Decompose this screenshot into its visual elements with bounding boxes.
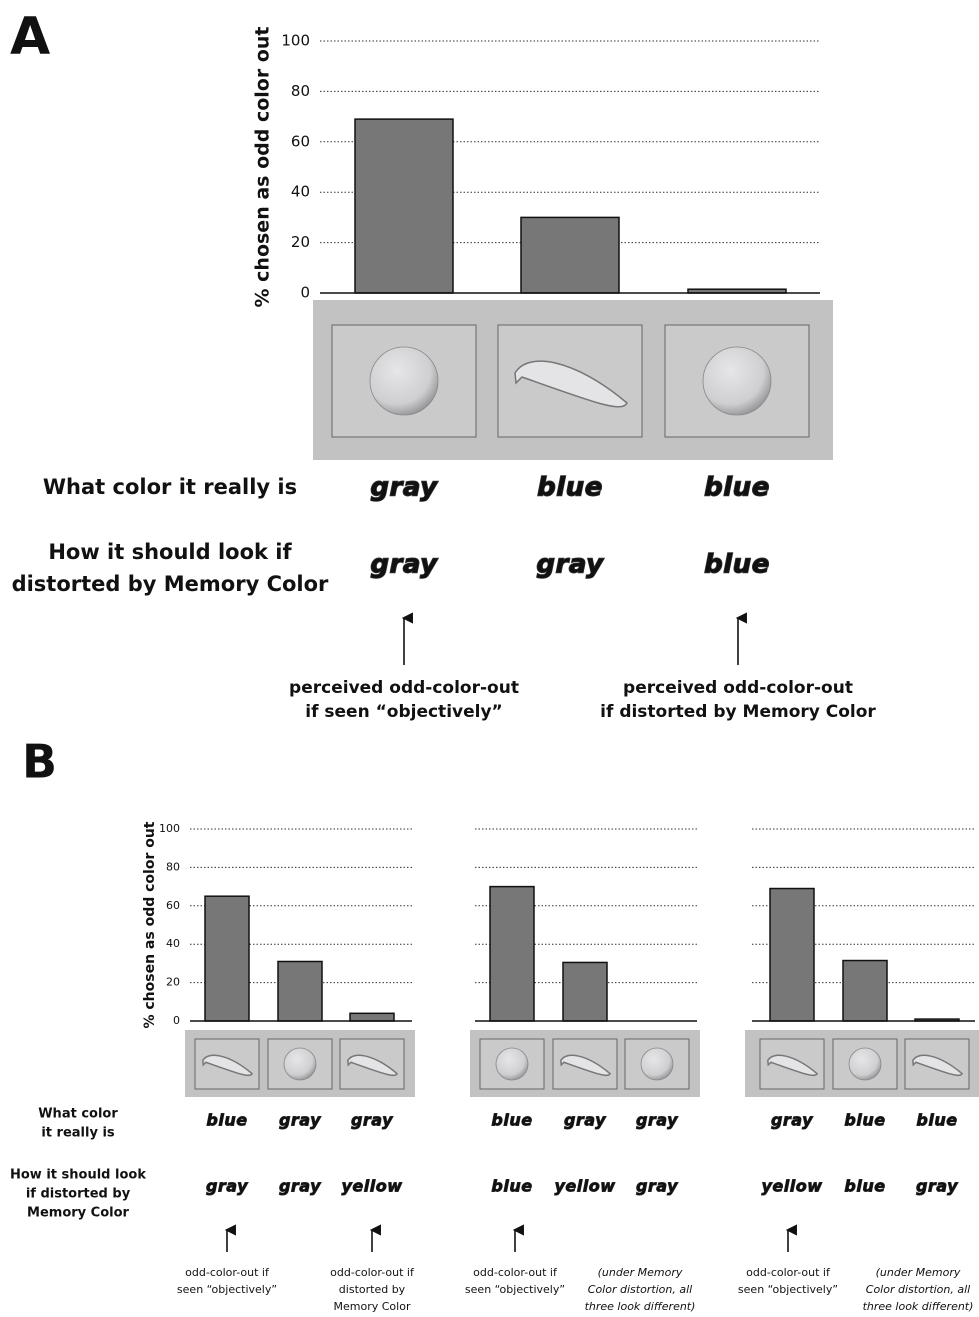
note: three look different) xyxy=(585,1300,696,1313)
sphere xyxy=(849,1048,881,1080)
bar xyxy=(205,896,249,1021)
color-word: blue xyxy=(537,473,603,503)
y-tick-label: 80 xyxy=(291,82,310,100)
sphere xyxy=(370,347,438,415)
y-tick-label: 80 xyxy=(166,860,180,873)
figure: A B 020406080100% chosen as odd color ou… xyxy=(0,0,979,1317)
y-tick-label: 0 xyxy=(300,284,310,302)
color-word: blue xyxy=(704,473,770,503)
note: seen “objectively” xyxy=(738,1283,838,1296)
note: odd-color-out if xyxy=(746,1266,831,1279)
color-word: gray xyxy=(279,1177,321,1196)
note: Memory Color xyxy=(334,1300,411,1313)
y-axis-label: % chosen as odd color out xyxy=(252,27,274,308)
bar xyxy=(563,962,607,1021)
sphere xyxy=(496,1048,528,1080)
row-label: What color xyxy=(38,1107,118,1122)
color-word: gray xyxy=(771,1111,813,1130)
note: odd-color-out if xyxy=(473,1266,558,1279)
bar xyxy=(521,217,619,293)
note: seen “objectively” xyxy=(465,1283,565,1296)
note: odd-color-out if xyxy=(330,1266,415,1279)
color-word: gray xyxy=(916,1177,958,1196)
y-tick-label: 40 xyxy=(166,937,180,950)
color-word: yellow xyxy=(341,1177,402,1196)
color-word: gray xyxy=(370,550,438,580)
row-label: How it should look if xyxy=(48,540,292,564)
bar xyxy=(278,961,322,1021)
color-word: gray xyxy=(206,1177,248,1196)
row-label: it really is xyxy=(41,1126,115,1141)
row-label: What color it really is xyxy=(43,475,297,499)
color-word: blue xyxy=(491,1111,532,1130)
note: Color distortion, all xyxy=(588,1283,692,1296)
note: perceived odd-color-out xyxy=(623,678,853,698)
note: seen “objectively” xyxy=(177,1283,277,1296)
y-tick-label: 20 xyxy=(166,976,180,989)
note: three look different) xyxy=(863,1300,974,1313)
color-word: gray xyxy=(636,1177,678,1196)
sphere xyxy=(284,1048,316,1080)
color-word: gray xyxy=(370,473,438,503)
y-tick-label: 100 xyxy=(281,32,310,50)
y-tick-label: 0 xyxy=(173,1014,180,1027)
color-word: gray xyxy=(564,1111,606,1130)
row-label: How it should look xyxy=(10,1168,146,1183)
note: if seen “objectively” xyxy=(305,702,502,722)
note: perceived odd-color-out xyxy=(289,678,519,698)
y-tick-label: 100 xyxy=(159,822,180,835)
bar xyxy=(770,889,814,1021)
sphere xyxy=(703,347,771,415)
note: odd-color-out if xyxy=(185,1266,270,1279)
y-tick-label: 60 xyxy=(166,899,180,912)
bar xyxy=(843,961,887,1021)
color-word: blue xyxy=(916,1111,957,1130)
row-label: Memory Color xyxy=(27,1206,130,1221)
color-word: blue xyxy=(704,550,770,580)
note: Color distortion, all xyxy=(866,1283,970,1296)
note: distorted by xyxy=(339,1283,406,1296)
row-label: if distorted by xyxy=(26,1187,131,1202)
y-tick-label: 40 xyxy=(291,183,310,201)
y-axis-label: % chosen as odd color out xyxy=(142,821,158,1028)
color-word: yellow xyxy=(761,1177,822,1196)
y-tick-label: 20 xyxy=(291,233,310,251)
color-word: blue xyxy=(491,1177,532,1196)
color-word: gray xyxy=(279,1111,321,1130)
color-word: yellow xyxy=(554,1177,615,1196)
bar xyxy=(355,119,453,293)
bar xyxy=(350,1013,394,1021)
panel-letter: A xyxy=(10,7,50,67)
note: (under Memory xyxy=(876,1266,961,1279)
color-word: gray xyxy=(636,1111,678,1130)
row-label: distorted by Memory Color xyxy=(12,572,329,596)
note: (under Memory xyxy=(598,1266,683,1279)
page: A B 020406080100% chosen as odd color ou… xyxy=(0,0,979,1317)
note: if distorted by Memory Color xyxy=(600,702,876,722)
sphere xyxy=(641,1048,673,1080)
color-word: blue xyxy=(844,1177,885,1196)
color-word: blue xyxy=(844,1111,885,1130)
color-word: gray xyxy=(536,550,604,580)
panel-letter: B xyxy=(22,735,57,789)
y-tick-label: 60 xyxy=(291,132,310,150)
color-word: blue xyxy=(206,1111,247,1130)
color-word: gray xyxy=(351,1111,393,1130)
bar xyxy=(490,887,534,1021)
